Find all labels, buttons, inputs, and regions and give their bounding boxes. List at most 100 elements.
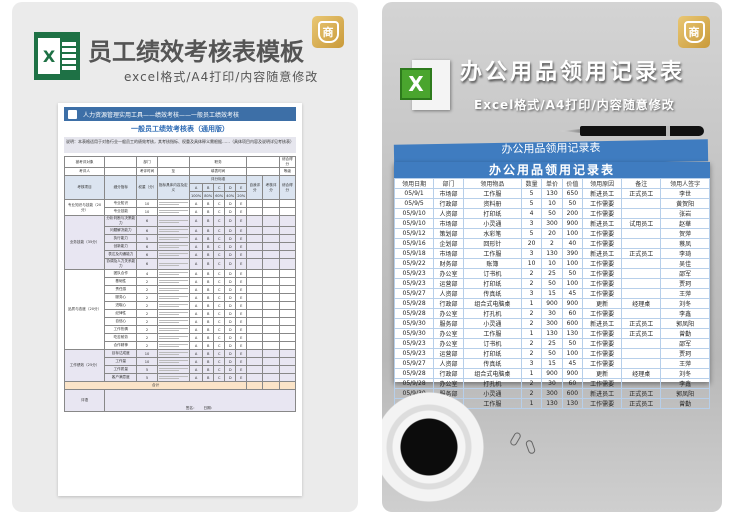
table-cell: 进取心 [104, 301, 138, 310]
score-cell[interactable] [278, 373, 297, 382]
score-cell[interactable] [278, 325, 297, 334]
card-title: 员工绩效考核表模板 [88, 38, 304, 66]
score-cell[interactable] [262, 349, 280, 358]
table-cell: 邵军 [660, 338, 710, 349]
table-cell: 职务 [188, 156, 248, 168]
table-row: 05/9/12 策划部 水彩笔 5 20 100 工作需要 贺萍 [393, 228, 710, 239]
score-cell[interactable] [278, 357, 297, 366]
table-cell: 业务技能（35分） [63, 215, 106, 270]
sign-label: 签名： [185, 406, 197, 410]
score-cell[interactable] [278, 234, 297, 243]
score-cell[interactable] [278, 341, 297, 350]
table-cell: E [235, 301, 248, 310]
score-cell[interactable] [246, 207, 264, 216]
table-cell: D [224, 373, 237, 382]
score-cell[interactable] [262, 293, 280, 302]
score-cell[interactable] [246, 277, 264, 286]
score-cell[interactable] [246, 317, 264, 326]
score-cell[interactable] [246, 285, 264, 294]
score-cell[interactable] [262, 242, 280, 251]
score-cell[interactable] [246, 309, 264, 318]
score-cell[interactable] [262, 258, 280, 270]
score-cell[interactable] [262, 250, 280, 259]
table-row: 05/9/28 行政部 组合式电脑桌 1 900 900 更新 经理桌 刘冬 [393, 368, 710, 379]
score-cell[interactable] [246, 269, 264, 278]
score-cell[interactable] [278, 269, 297, 278]
table-cell: 900 [541, 368, 563, 379]
review-area[interactable]: 签名： 日期： [104, 389, 296, 412]
score-cell[interactable] [262, 325, 280, 334]
header-text: 人力资源管理实用工具——绩效考核——一般员工绩效考核 [83, 111, 240, 119]
score-cell[interactable] [278, 250, 297, 259]
score-cell[interactable] [246, 226, 264, 235]
score-cell[interactable] [262, 317, 280, 326]
table-cell: B [202, 199, 215, 208]
score-cell[interactable] [278, 215, 297, 227]
score-cell[interactable] [262, 309, 280, 318]
score-cell[interactable] [278, 333, 297, 342]
score-cell[interactable] [246, 381, 264, 390]
score-cell[interactable] [246, 293, 264, 302]
score-cell[interactable] [278, 381, 297, 390]
score-cell[interactable] [262, 277, 280, 286]
table-cell: B [202, 242, 215, 251]
score-cell[interactable] [262, 215, 280, 227]
table-cell: 60 [561, 308, 584, 319]
score-cell[interactable] [278, 199, 297, 208]
score-cell[interactable] [262, 207, 280, 216]
score-cell[interactable] [278, 309, 297, 318]
score-cell[interactable] [262, 285, 280, 294]
score-cell[interactable] [278, 301, 297, 310]
score-cell[interactable] [246, 258, 264, 270]
score-cell[interactable] [278, 226, 297, 235]
score-cell[interactable] [278, 258, 297, 270]
score-cell[interactable] [278, 317, 297, 326]
score-cell[interactable] [246, 341, 264, 350]
score-cell[interactable] [278, 293, 297, 302]
score-cell[interactable] [262, 199, 280, 208]
table-cell: 900 [561, 218, 584, 229]
table-cell: 100 [561, 278, 584, 289]
product-card-office-supplies[interactable]: 商 X 办公用品领用记录表 Excel格式/A4打印/内容随意修改 办公用品领用… [382, 2, 722, 512]
score-cell[interactable] [278, 242, 297, 251]
score-cell[interactable] [278, 365, 297, 374]
table-cell: 细分指标 [104, 175, 138, 200]
score-cell[interactable] [246, 242, 264, 251]
score-cell[interactable] [262, 269, 280, 278]
table-cell [621, 278, 662, 289]
score-cell[interactable] [262, 234, 280, 243]
table-cell: 200 [561, 208, 584, 219]
score-cell[interactable] [246, 199, 264, 208]
table-cell: D [224, 242, 237, 251]
score-cell[interactable] [262, 373, 280, 382]
table-cell: C [213, 215, 226, 227]
score-cell[interactable] [262, 333, 280, 342]
table-cell: 价值 [561, 178, 584, 189]
table-cell: 策划部 [433, 228, 464, 239]
score-cell[interactable] [246, 215, 264, 227]
table-cell: 50 [541, 348, 563, 359]
score-cell[interactable] [262, 365, 280, 374]
score-cell[interactable] [246, 365, 264, 374]
score-cell[interactable] [262, 226, 280, 235]
score-cell[interactable] [262, 301, 280, 310]
score-cell[interactable] [278, 285, 297, 294]
score-cell[interactable] [246, 250, 264, 259]
table-row: 纪律性 2 A B C D E [65, 309, 297, 318]
score-cell[interactable] [246, 234, 264, 243]
score-cell[interactable] [262, 341, 280, 350]
product-card-performance-template[interactable]: X 员工绩效考核表模板 商 excel格式/A4打印/内容随意修改 人力资源管理… [12, 2, 358, 512]
score-cell[interactable] [246, 349, 264, 358]
table-cell: 50 [541, 208, 563, 219]
score-cell[interactable] [246, 333, 264, 342]
score-cell[interactable] [262, 357, 280, 366]
score-cell[interactable] [262, 381, 280, 390]
score-cell[interactable] [246, 357, 264, 366]
score-cell[interactable] [278, 277, 297, 286]
table-cell: 50 [561, 268, 584, 279]
score-cell[interactable] [278, 349, 297, 358]
score-cell[interactable] [246, 325, 264, 334]
score-cell[interactable] [246, 301, 264, 310]
score-cell[interactable] [246, 373, 264, 382]
score-cell[interactable] [278, 207, 297, 216]
